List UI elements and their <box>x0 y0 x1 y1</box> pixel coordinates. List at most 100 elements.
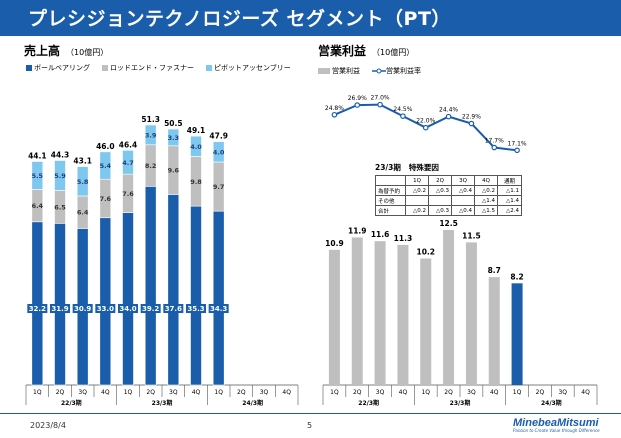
data-label: 5.9 <box>54 172 66 180</box>
data-label: 39.2 <box>142 305 159 313</box>
period-label: 24/3期 <box>242 399 263 407</box>
data-label: 7.6 <box>122 190 134 198</box>
margin-label: 17.1% <box>508 140 527 147</box>
bar <box>511 283 523 385</box>
data-label: 11.5 <box>462 231 481 240</box>
total-label: 50.5 <box>164 119 183 128</box>
data-label: 12.5 <box>439 219 458 228</box>
x-tick-label: 4Q <box>581 389 590 396</box>
table-header-cell <box>375 175 406 186</box>
bar-segment <box>122 150 134 175</box>
legend-swatch <box>26 65 32 71</box>
table-header-cell: 3Q <box>451 175 475 186</box>
data-label: 8.7 <box>488 266 501 275</box>
data-label-bg <box>163 304 184 313</box>
bar-segment <box>190 205 202 386</box>
legend-label: 営業利益率 <box>386 67 421 75</box>
sales-chart-title: 売上高 （10億円） <box>24 42 108 59</box>
data-label: 30.9 <box>74 305 91 313</box>
x-tick-label: 2Q <box>237 389 246 396</box>
x-tick-label: 1Q <box>330 389 339 396</box>
data-label: 34.0 <box>119 305 136 313</box>
x-tick-label: 4Q <box>490 389 499 396</box>
bar-segment <box>99 217 112 386</box>
legend-label: ロッドエンド・ファスナー <box>110 64 194 72</box>
profit-legend: 営業利益 営業利益率 <box>318 66 429 76</box>
bar <box>420 258 432 385</box>
table-cell: △1.4 <box>474 195 498 206</box>
data-label: 4.0 <box>213 148 225 156</box>
x-tick-label: 2Q <box>56 389 65 396</box>
data-label-bg <box>50 304 70 313</box>
special-factors-table: 1Q 2Q 3Q 4Q 通期 為替予約 △0.2 △0.3 △0.4 △0.2 … <box>375 175 522 216</box>
sales-legend: ボールベアリング ロッドエンド・ファスナー ピボットアッセンブリー <box>26 63 299 73</box>
legend-item-profit-margin: 営業利益率 <box>372 66 421 76</box>
x-tick-label: 4Q <box>101 389 110 396</box>
x-tick-label: 1Q <box>33 389 42 396</box>
bar-segment <box>54 160 66 191</box>
data-label: 8.2 <box>510 272 523 281</box>
margin-label: 24.5% <box>393 106 412 113</box>
x-tick-label: 3Q <box>169 389 178 396</box>
data-label: 32.2 <box>29 305 46 313</box>
period-label: 22/3期 <box>358 399 379 407</box>
table-cell: △0.2 <box>405 185 429 196</box>
table-cell: △0.2 <box>474 185 498 196</box>
table-cell: △0.4 <box>451 185 475 196</box>
legend-line-marker <box>372 68 386 74</box>
legend-item-pivot: ピボットアッセンブリー <box>206 63 291 73</box>
margin-point <box>331 111 338 118</box>
data-label: 4.7 <box>122 159 134 167</box>
total-label: 44.3 <box>51 150 70 159</box>
table-header-cell: 2Q <box>428 175 452 186</box>
data-label: 9.6 <box>168 167 180 175</box>
bar <box>374 241 386 385</box>
x-tick-label: 2Q <box>536 389 545 396</box>
table-cell: 為替予約 <box>375 185 406 196</box>
data-label-bg <box>140 304 161 313</box>
table-cell: △0.4 <box>451 205 475 216</box>
data-label: 9.7 <box>213 183 225 191</box>
margin-label: 22.0% <box>416 118 435 125</box>
total-label: 51.3 <box>141 115 160 124</box>
period-label: 22/3期 <box>61 399 82 407</box>
company-logo: MinebeaMitsumi Passion to Create Value t… <box>513 417 600 433</box>
bar-segment <box>144 124 157 146</box>
data-label: 6.4 <box>32 202 44 210</box>
special-table-title: 23/3期 特殊要因 <box>375 162 439 173</box>
data-label: 31.9 <box>51 305 68 313</box>
bar <box>488 277 500 385</box>
period-label: 23/3期 <box>152 399 173 407</box>
bar-segment <box>190 135 202 157</box>
legend-item-ball-bearing: ボールベアリング <box>26 63 90 73</box>
bar <box>465 242 477 385</box>
table-cell: △0.2 <box>405 205 429 216</box>
period-label: 24/3期 <box>541 399 562 407</box>
x-tick-label: 1Q <box>513 389 522 396</box>
x-tick-label: 3Q <box>558 389 567 396</box>
data-label: 6.4 <box>77 209 89 217</box>
data-label-bg <box>27 304 48 313</box>
bar-segment <box>212 141 225 163</box>
special-table-period: 23/3期 <box>375 163 401 172</box>
bar <box>351 237 363 385</box>
logo-name: MinebeaMitsumi <box>513 417 599 429</box>
margin-point <box>377 101 383 108</box>
legend-label: 営業利益 <box>332 67 360 75</box>
legend-item-rod-end: ロッドエンド・ファスナー <box>102 63 194 73</box>
margin-label: 17.7% <box>485 138 504 145</box>
x-tick-label: 3Q <box>467 389 476 396</box>
x-tick-label: 2Q <box>353 389 362 396</box>
data-label: 9.8 <box>190 178 202 186</box>
bar-segment <box>31 221 44 386</box>
table-cell: △1.5 <box>474 205 498 216</box>
data-label: 33.0 <box>97 305 114 313</box>
bar <box>443 230 455 385</box>
table-cell <box>428 195 452 206</box>
total-label: 46.4 <box>119 140 138 149</box>
margin-label: 26.9% <box>348 95 367 102</box>
x-tick-label: 4Q <box>192 389 201 396</box>
data-label-bg <box>208 304 229 313</box>
profit-unit: （10億円） <box>372 48 415 57</box>
profit-chart-title: 営業利益 （10億円） <box>318 42 414 59</box>
